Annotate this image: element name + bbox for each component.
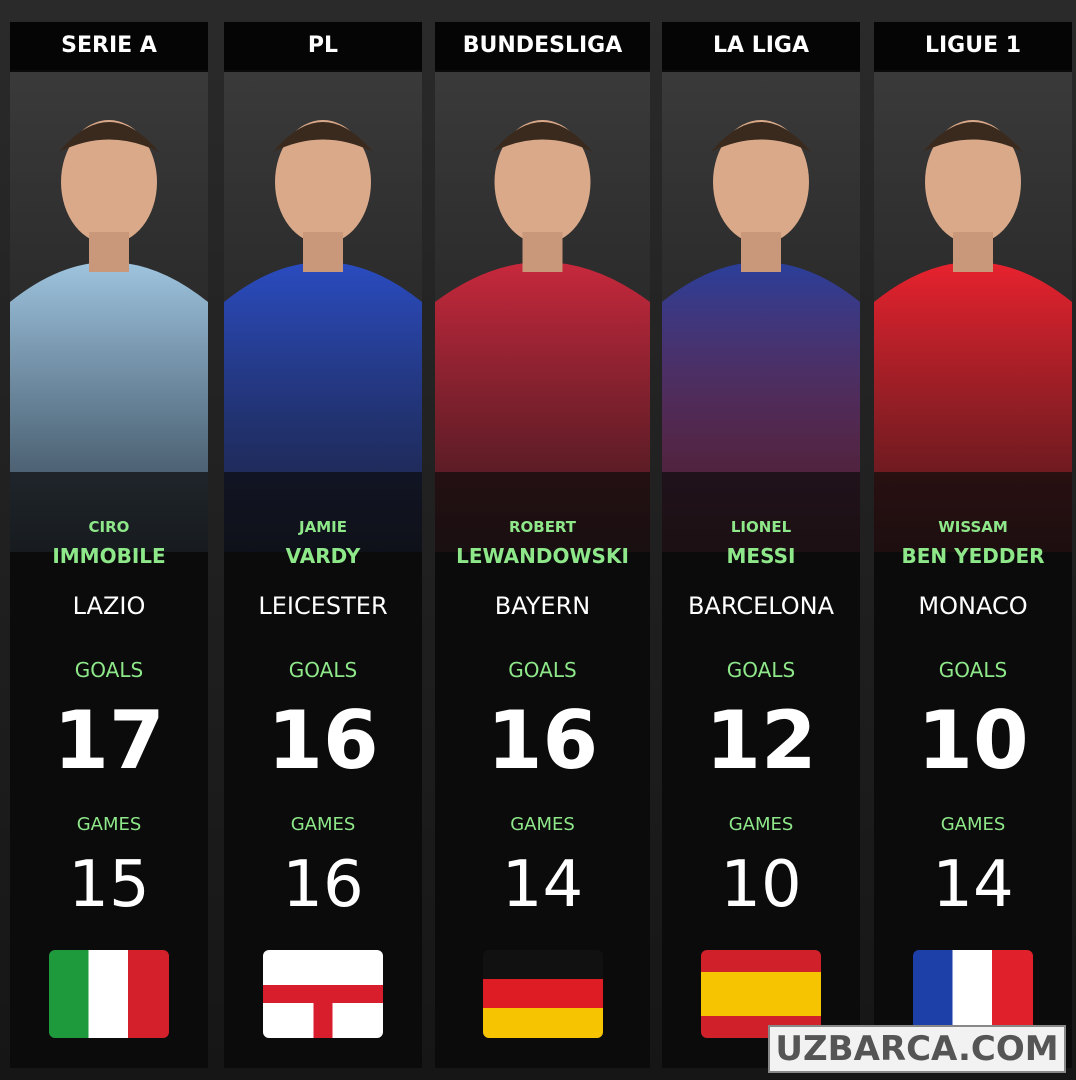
club: LEICESTER [258, 592, 388, 620]
first-name: LIONEL [730, 518, 792, 536]
last-name: MESSI [726, 544, 796, 568]
games-label: GAMES [510, 814, 575, 835]
player-column: PL JAMIE VARDY LEICESTER GOALS 16 GAMES 16 [224, 22, 422, 1068]
league: LA LIGA [662, 22, 860, 70]
league: PL [224, 22, 422, 70]
goals: 10 [917, 694, 1029, 787]
player-silhouette [874, 120, 1072, 552]
last-name: LEWANDOWSKI [456, 544, 629, 568]
club: BAYERN [494, 592, 591, 620]
first-name: JAMIE [299, 518, 347, 536]
games-label: GAMES [290, 814, 356, 835]
last-name: IMMOBILE [52, 544, 166, 568]
goals-label: GOALS [726, 658, 796, 682]
goals: 17 [53, 694, 165, 787]
goals: 12 [705, 694, 817, 787]
club: MONACO [918, 592, 1028, 620]
first-name: ROBERT [508, 518, 577, 536]
goals: 16 [267, 694, 379, 787]
club: LAZIO [72, 592, 146, 620]
flag [263, 950, 383, 1038]
league: LIGUE 1 [874, 22, 1072, 70]
player-silhouette [224, 120, 422, 552]
first-name: WISSAM [938, 518, 1008, 536]
games-label: GAMES [940, 814, 1006, 835]
flag [913, 950, 1033, 1038]
player-silhouette [435, 120, 650, 552]
last-name: BEN YEDDER [901, 544, 1045, 568]
player-silhouette [10, 120, 208, 552]
player-photo [10, 72, 208, 552]
goals-label: GOALS [74, 658, 144, 682]
player-photo [435, 72, 650, 552]
goals-label: GOALS [938, 658, 1008, 682]
player-column: BUNDESLIGA ROBERT LEWANDOWSKI BAYERN GOALS 1… [435, 22, 650, 1068]
league: SERIE A [10, 22, 208, 70]
flag [482, 950, 603, 1038]
league: BUNDESLIGA [435, 22, 650, 70]
games-label: GAMES [76, 814, 142, 835]
games-label: GAMES [728, 814, 794, 835]
goals-label: GOALS [508, 658, 577, 682]
player-photo [662, 72, 860, 552]
player-column: SERIE A CIRO IMMOBILE LAZIO GOALS 17 GAMES 15 [10, 22, 208, 1068]
games: 15 [68, 848, 150, 922]
player-photo [874, 72, 1072, 552]
watermark: UZBARCA.COM [768, 1025, 1066, 1073]
first-name: CIRO [88, 518, 130, 536]
player-column: LIGUE 1 WISSAM BEN YEDDER MONACO GOALS 10 GAM… [874, 22, 1072, 1068]
player-column: LA LIGA LIONEL MESSI BARCELONA GOALS 12 GAMES… [662, 22, 860, 1068]
games: 10 [720, 848, 802, 922]
games: 14 [501, 848, 584, 922]
goals: 16 [486, 694, 599, 787]
last-name: VARDY [285, 544, 361, 568]
club: BARCELONA [687, 592, 835, 620]
flag [701, 950, 821, 1038]
games: 16 [282, 848, 364, 922]
games: 14 [932, 848, 1014, 922]
goals-label: GOALS [288, 658, 358, 682]
player-photo [224, 72, 422, 552]
flag [49, 950, 169, 1038]
player-silhouette [662, 120, 860, 552]
